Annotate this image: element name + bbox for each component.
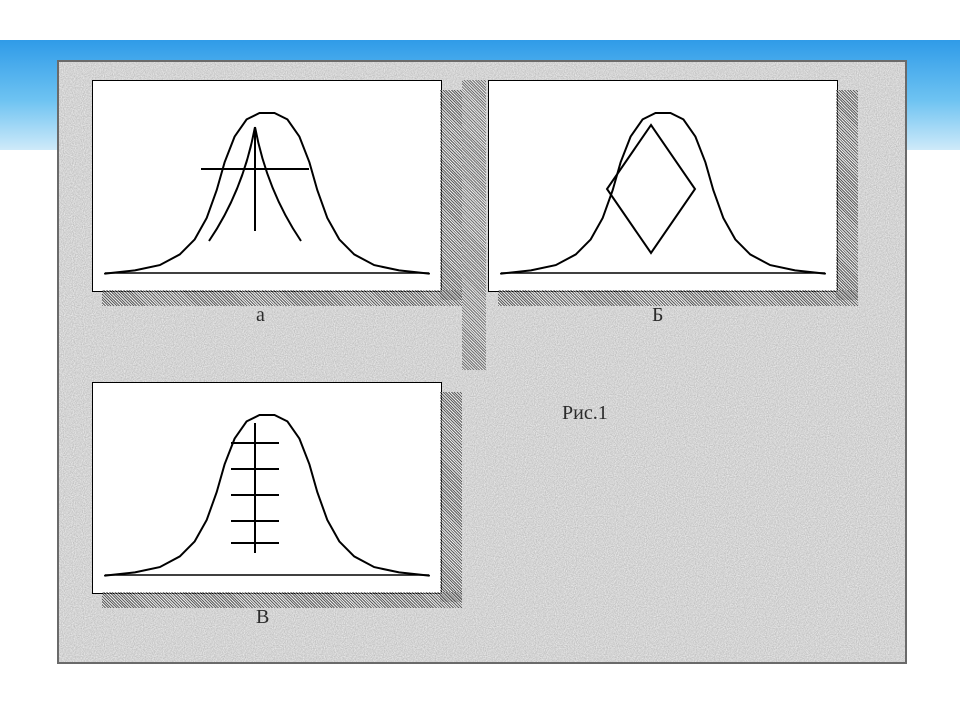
figure-frame: а Б В Рис.1 [57,60,907,664]
panel-a-label: а [256,304,265,327]
panel-b-shadow-bottom [498,290,858,306]
panel-v-plot [93,383,441,593]
figure-caption: Рис.1 [562,402,608,425]
slide-root: а Б В Рис.1 [0,0,960,720]
panel-b-label: Б [652,304,663,327]
panel-v-label: В [256,606,269,629]
panel-v-shadow-bottom [102,592,462,608]
divider-noise-strip [462,80,486,370]
panel-a-shadow-bottom [102,290,462,306]
panel-v-shadow-right [440,392,462,602]
panel-a-plot [93,81,441,291]
panel-v [92,382,442,594]
panel-b-plot [489,81,837,291]
panel-a [92,80,442,292]
panel-b-shadow-right [836,90,858,300]
panel-b [488,80,838,292]
panel-a-shadow-right [440,90,462,300]
